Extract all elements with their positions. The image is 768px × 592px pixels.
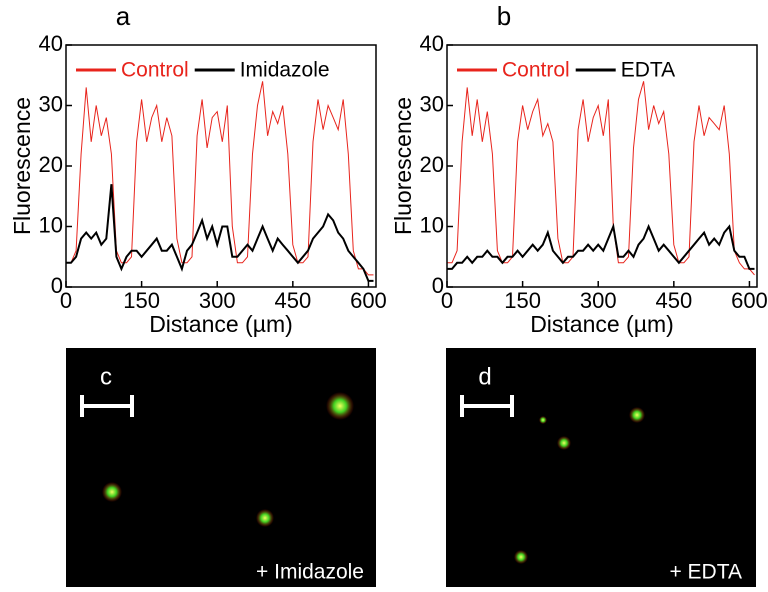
micrograph xyxy=(66,348,376,587)
data-line xyxy=(447,222,755,270)
data-line xyxy=(447,81,755,276)
plot-frame xyxy=(446,44,758,288)
y-tick-label: 10 xyxy=(420,212,444,237)
spot xyxy=(539,416,547,424)
image-caption: + Imidazole xyxy=(256,561,364,584)
spot xyxy=(102,482,122,502)
x-tick-label: 0 xyxy=(441,288,453,313)
x-tick-label: 150 xyxy=(123,288,160,313)
spot xyxy=(514,550,528,564)
image-d: d + EDTA xyxy=(446,348,756,587)
image-label: c xyxy=(100,363,112,390)
chart: b 0 10 20 30 40 0 150 300 450 600 Distance (µm) Fluo… xyxy=(390,1,768,337)
y-tick-label: 0 xyxy=(432,273,444,298)
legend-label: EDTA xyxy=(621,59,675,82)
x-tick-label: 300 xyxy=(580,288,617,313)
legend-label: Imidazole xyxy=(240,59,330,82)
y-axis-label: Fluorescence xyxy=(390,97,416,235)
image-label: d xyxy=(478,363,491,390)
y-tick-label: 40 xyxy=(420,31,444,56)
y-tick-label: 30 xyxy=(39,91,63,116)
y-tick-label: 20 xyxy=(39,152,63,177)
plot-frame xyxy=(65,44,377,288)
chart-title: a xyxy=(116,1,131,31)
legend-label: Control xyxy=(121,59,189,82)
x-tick-label: 450 xyxy=(274,288,311,313)
spot xyxy=(326,392,354,420)
chart: a 0 10 20 30 40 0 150 300 450 600 Distance (µm) Fluo… xyxy=(9,1,387,337)
spot xyxy=(557,436,571,450)
legend-label: Control xyxy=(502,59,570,82)
data-line xyxy=(66,184,374,282)
image-caption: + EDTA xyxy=(669,561,742,584)
data-line xyxy=(66,81,374,276)
y-tick-label: 40 xyxy=(39,31,63,56)
x-axis-label: Distance (µm) xyxy=(149,311,293,337)
y-tick-label: 20 xyxy=(420,152,444,177)
chart-title: b xyxy=(497,1,511,31)
y-tick-label: 10 xyxy=(39,212,63,237)
x-tick-label: 0 xyxy=(60,288,72,313)
x-axis-label: Distance (µm) xyxy=(530,311,674,337)
y-tick-label: 30 xyxy=(420,91,444,116)
x-tick-label: 300 xyxy=(199,288,236,313)
x-tick-label: 150 xyxy=(504,288,541,313)
y-axis-label: Fluorescence xyxy=(9,97,35,235)
x-tick-label: 450 xyxy=(655,288,692,313)
spot xyxy=(629,407,645,423)
x-tick-label: 600 xyxy=(350,288,387,313)
micrograph xyxy=(446,348,756,587)
y-tick-label: 0 xyxy=(51,273,63,298)
spot xyxy=(256,509,274,527)
image-c: c + Imidazole xyxy=(66,348,376,587)
x-tick-label: 600 xyxy=(731,288,768,313)
